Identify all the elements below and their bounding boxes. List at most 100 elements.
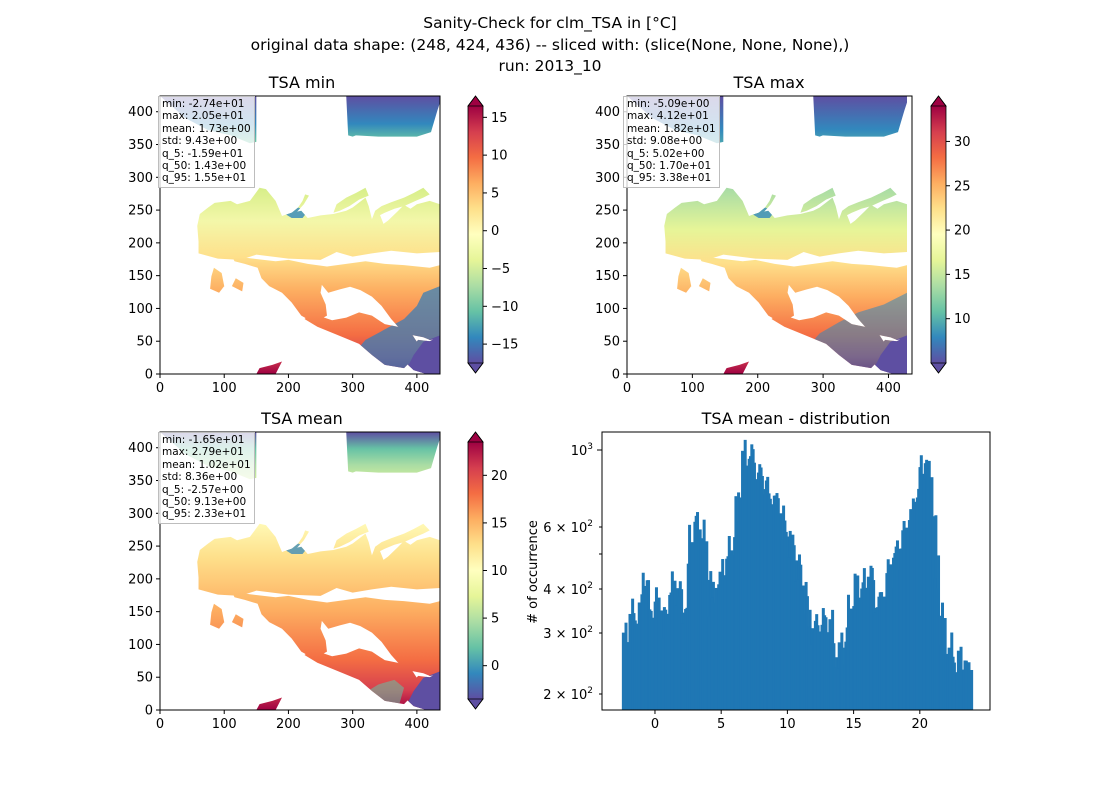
stats-box-tsa-min: min: -2.74e+01 max: 2.05e+01 mean: 1.73e…	[158, 96, 255, 188]
histogram-bar	[624, 622, 628, 710]
histogram-bar	[747, 458, 751, 710]
panel-histogram: TSA mean - distribution # of occurrence …	[526, 409, 991, 711]
y-axis-ticks: 103 6 × 102 4 × 102 3 × 102 2 × 102	[543, 442, 602, 703]
stat-q50: q_50: 1.70e+01	[627, 160, 712, 173]
histogram-bar	[873, 612, 877, 710]
x-tick-label: 200	[745, 381, 770, 396]
histogram-bar	[637, 602, 641, 710]
histogram-bar	[670, 571, 674, 710]
axes-frame	[159, 95, 441, 375]
colorbar	[467, 431, 484, 710]
y-tick-label: 250	[128, 540, 153, 555]
x-tick-label: 10	[779, 717, 796, 732]
x-tick-label: 0	[651, 717, 659, 732]
histogram-bar	[893, 553, 897, 710]
histogram-bar	[807, 626, 811, 710]
histogram-bar	[796, 579, 800, 710]
histogram-bar	[909, 509, 913, 710]
histogram-bar	[915, 497, 919, 710]
colorbar-tick-label: −10	[491, 300, 518, 315]
map-image	[160, 432, 440, 711]
histogram-bar	[684, 608, 688, 710]
histogram-bars	[621, 439, 974, 710]
histogram-bar	[866, 576, 870, 710]
histogram-bar	[648, 609, 652, 710]
y-tick-label: 100	[128, 638, 153, 653]
y-tick-label: 300	[128, 507, 153, 522]
stat-q5: q_5: -1.59e+01	[162, 147, 244, 160]
y-tick-label: 350	[595, 138, 620, 153]
colorbar-tick-label: 20	[954, 224, 971, 239]
x-tick-label: 0	[623, 381, 631, 396]
histogram-bar	[644, 585, 648, 710]
stat-min: min: -1.65e+01	[162, 434, 245, 446]
y-tick-label: 100	[128, 302, 153, 317]
histogram-bar	[933, 578, 937, 710]
histogram-bar	[862, 568, 866, 710]
panel-tsa-min: TSA min	[159, 73, 484, 375]
histogram-bar	[783, 520, 787, 710]
histogram-bar	[869, 565, 873, 710]
histogram-bar	[754, 479, 758, 710]
colorbar-tick-label: 0	[491, 224, 499, 239]
stat-max: max: 4.12e+01	[627, 110, 709, 123]
stat-min: min: -5.09e+00	[627, 98, 710, 110]
histogram-bar	[843, 647, 847, 710]
histogram-bar	[730, 550, 734, 710]
histogram-bar	[820, 624, 824, 710]
map-image	[627, 96, 907, 375]
histogram-bar	[763, 489, 767, 710]
colorbar-tick-label: 5	[491, 186, 499, 201]
histogram-bar	[770, 504, 774, 710]
histogram-bar	[690, 542, 694, 710]
histogram-bar	[621, 632, 625, 710]
y-axis-label: # of occurrence	[526, 520, 541, 624]
x-tick-label: 100	[212, 717, 237, 732]
stat-q95: q_95: 2.33e+01	[162, 508, 247, 521]
histogram-bar	[803, 613, 807, 710]
histogram-bar	[919, 455, 923, 710]
histogram-bar	[913, 501, 917, 710]
histogram-bar	[635, 623, 639, 710]
stat-std: std: 9.43e+00	[162, 135, 238, 148]
histogram-bar	[787, 557, 791, 710]
histogram-bar	[703, 552, 707, 710]
y-tick-label: 200	[128, 572, 153, 587]
y-tick-label: 150	[595, 269, 620, 284]
colorbar-tick-label: −15	[491, 338, 518, 353]
x-tick-label: 100	[212, 381, 237, 396]
colorbar-tick-label: 5	[491, 612, 499, 627]
y-tick-label: 103	[571, 442, 593, 459]
histogram-bar	[840, 632, 844, 710]
y-tick-label: 3 × 102	[543, 625, 593, 642]
histogram-bar	[939, 644, 943, 710]
histogram-bar	[674, 605, 678, 710]
figure-suptitle-line-3: run: 2013_10	[498, 57, 602, 75]
histogram-bar	[743, 439, 747, 710]
panel-title: TSA mean - distribution	[701, 409, 891, 428]
histogram-bar	[876, 607, 880, 710]
histogram-bar	[836, 668, 840, 710]
y-tick-label: 250	[595, 204, 620, 219]
axes-frame	[601, 431, 991, 711]
stat-q50: q_50: 1.43e+00	[162, 160, 247, 173]
stats-box-tsa-mean: min: -1.65e+01 max: 2.79e+01 mean: 1.02e…	[158, 432, 255, 524]
y-tick-label: 50	[136, 671, 153, 686]
histogram-bar	[694, 515, 698, 710]
x-tick-label: 300	[340, 717, 365, 732]
colorbar-tick-label: −5	[491, 262, 510, 277]
histogram-bar	[935, 588, 939, 710]
x-tick-label: 0	[156, 717, 164, 732]
histogram-bar	[856, 575, 860, 710]
histogram-bar	[853, 573, 857, 710]
y-tick-label: 300	[128, 171, 153, 186]
histogram-bar	[970, 669, 974, 710]
histogram-bar	[780, 539, 784, 710]
x-tick-label: 0	[156, 381, 164, 396]
stat-std: std: 8.36e+00	[162, 471, 238, 484]
histogram-bar	[661, 638, 665, 710]
histogram-bar	[906, 532, 910, 710]
y-tick-label: 150	[128, 605, 153, 620]
histogram-bar	[959, 646, 963, 710]
y-tick-label: 0	[145, 704, 153, 719]
